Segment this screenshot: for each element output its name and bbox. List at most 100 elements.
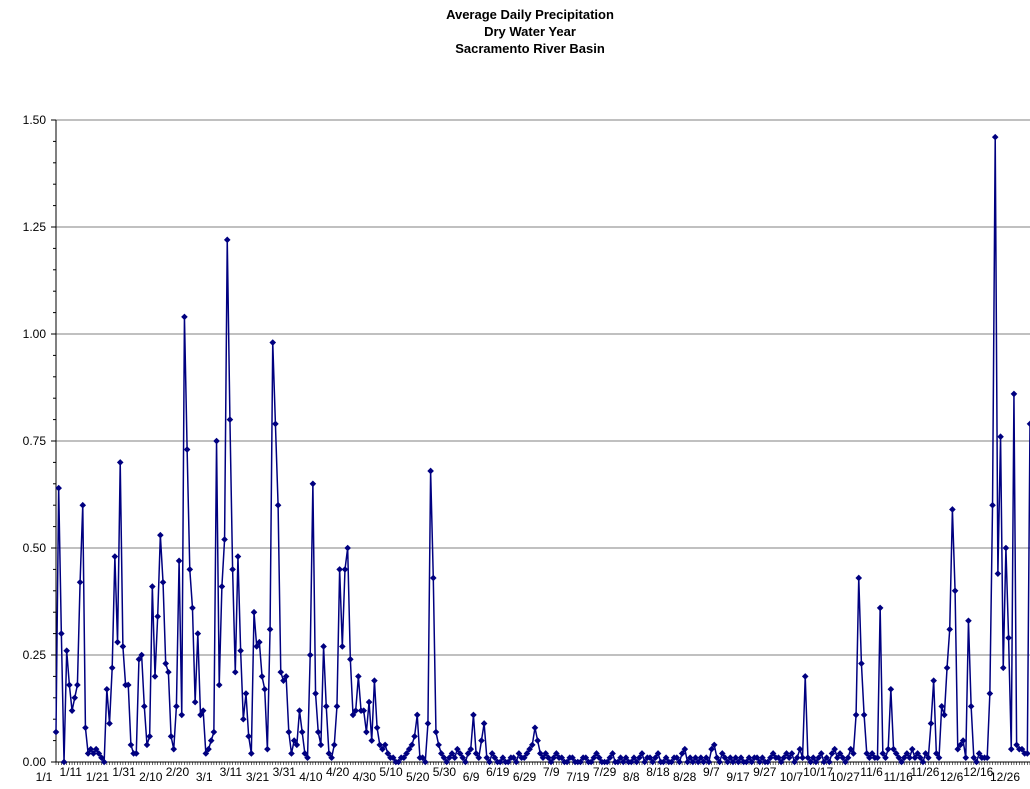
data-point-marker [111,553,119,560]
data-point-marker [285,728,293,736]
data-point-marker [454,745,461,753]
data-point-marker [76,578,84,586]
data-point-marker [282,673,290,680]
data-point-marker [689,758,697,766]
data-point-marker [218,583,226,590]
x-tick-label: 8/28 [673,770,697,784]
data-point-marker [336,566,343,573]
y-tick-labels: 0.00 0.25 0.50 0.75 1.00 1.25 1.50 [23,113,47,769]
data-point-marker [301,750,309,757]
data-point-marker [103,685,111,693]
data-point-marker [831,745,838,753]
data-point-marker [619,758,627,766]
data-point-marker [743,758,750,766]
data-point-marker [903,750,911,757]
data-point-marker [132,750,140,757]
data-point-marker [793,754,801,762]
data-point-marker [860,711,868,719]
x-tick-label: 9/17 [726,770,750,784]
data-point-marker [796,745,804,753]
data-point-marker [700,758,707,766]
y-tick-label: 0.75 [23,434,47,448]
data-point-marker [884,745,892,753]
y-tick-label: 0.25 [23,648,47,662]
x-tick-labels: 1/1 1/11 1/21 1/31 2/10 2/20 3/1 3/11 3/21 3/31 4/… [36,765,1021,784]
data-point-marker [341,566,349,573]
data-point-marker [446,754,453,762]
data-point-marker [622,754,630,762]
data-point-marker [229,566,236,573]
x-tick-label: 2/10 [139,770,163,784]
x-tick-label: 4/20 [326,765,350,779]
data-point-marker [842,758,849,766]
data-point-marker [876,604,884,612]
data-point-marker [563,758,571,766]
data-point-marker [515,750,523,757]
data-point-marker [753,754,761,762]
data-point-marker [694,758,702,766]
data-point-marker [815,754,822,762]
data-point-marker [708,745,715,753]
data-point-marker [194,630,202,637]
data-point-marker [614,758,622,766]
data-point-marker [277,668,285,676]
data-point-marker [234,553,242,560]
data-point-marker [170,745,178,753]
data-point-marker [828,750,836,757]
data-point-marker [628,758,635,766]
data-point-marker [240,715,247,723]
x-tick-label: 1/21 [86,770,110,784]
data-point-marker [451,754,458,762]
data-point-marker [162,660,170,667]
data-point-marker [333,703,341,710]
data-point-marker [488,750,496,757]
data-point-marker [577,758,584,766]
data-point-marker [997,433,1004,441]
data-point-marker [499,754,507,762]
chart-title-block: Average Daily Precipitation Dry Water Ye… [0,6,1030,57]
data-point-marker [381,741,389,749]
data-point-marker [839,754,846,762]
data-point-marker [98,754,105,762]
data-point-marker [344,544,351,552]
data-point-marker [1002,544,1010,552]
data-point-marker [767,754,774,762]
data-point-marker [55,484,62,492]
data-point-marker [868,750,876,757]
data-point-marker [764,758,772,766]
data-point-marker [617,754,624,762]
data-point-marker [847,745,855,753]
data-point-marker [801,673,809,680]
chart-title: Average Daily Precipitation [446,7,614,22]
data-point-marker [887,685,895,693]
data-point-marker [379,745,386,753]
data-point-marker [400,754,408,762]
data-point-marker [298,728,306,736]
x-tick-label: 11/6 [860,765,883,779]
data-point-marker [890,745,897,753]
data-point-marker [100,758,108,766]
data-point-marker [205,745,212,753]
data-point-marker [986,690,994,697]
data-point-marker [686,754,694,762]
data-point-marker [82,724,89,732]
data-point-marker [245,733,252,740]
data-point-marker [1024,750,1030,757]
data-point-marker [71,694,79,702]
data-point-marker [312,690,319,697]
x-tick-label: 3/31 [273,765,297,779]
x-tick-label: 10/7 [780,770,804,784]
data-point-marker [373,724,381,732]
data-point-marker [908,745,916,753]
data-point-marker [882,754,889,762]
data-point-marker [512,758,520,766]
data-point-marker [713,754,721,762]
data-point-marker [1018,745,1026,753]
data-point-marker [79,501,87,509]
x-tick-label: 12/6 [940,770,964,784]
data-point-marker [95,750,103,757]
x-tick-label: 7/29 [593,765,617,779]
data-point-marker [384,750,392,757]
data-point-marker [330,741,338,749]
data-point-marker [938,703,945,710]
